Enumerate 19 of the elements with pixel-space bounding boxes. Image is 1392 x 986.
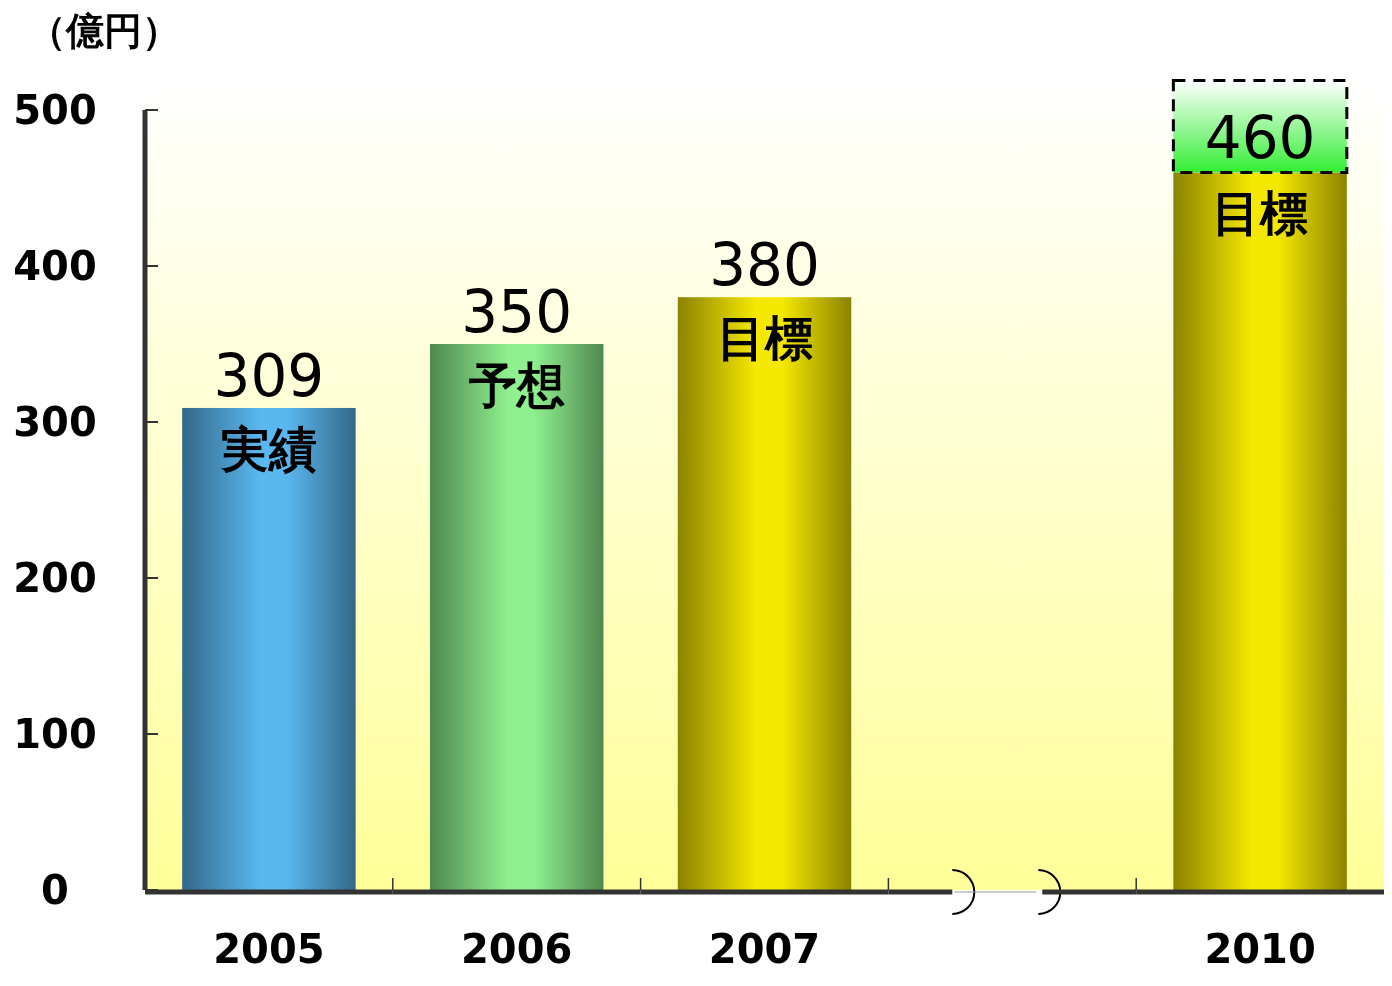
- x-tick-label: 2007: [708, 926, 821, 972]
- y-tick-label: 0: [41, 867, 69, 913]
- x-tick-label: 2005: [213, 926, 325, 972]
- annotation: 実績: [219, 420, 317, 477]
- x-tick-label: 2006: [461, 926, 573, 972]
- annotation: 予想: [467, 357, 565, 413]
- annotation: 目標: [716, 310, 813, 367]
- data-label: 309: [213, 341, 325, 410]
- data-label: 460: [1204, 104, 1316, 173]
- y-tick-label: 100: [13, 711, 97, 757]
- y-tick-label: 500: [13, 87, 97, 133]
- y-axis-title: （億円）: [28, 9, 180, 53]
- annotation: 目標: [1212, 185, 1309, 242]
- data-label: 380: [709, 231, 820, 300]
- y-tick-label: 300: [13, 399, 97, 445]
- y-tick-label: 400: [13, 243, 97, 289]
- x-tick-label: 2010: [1204, 926, 1316, 972]
- data-label: 350: [461, 278, 573, 346]
- y-tick-label: 200: [13, 555, 97, 601]
